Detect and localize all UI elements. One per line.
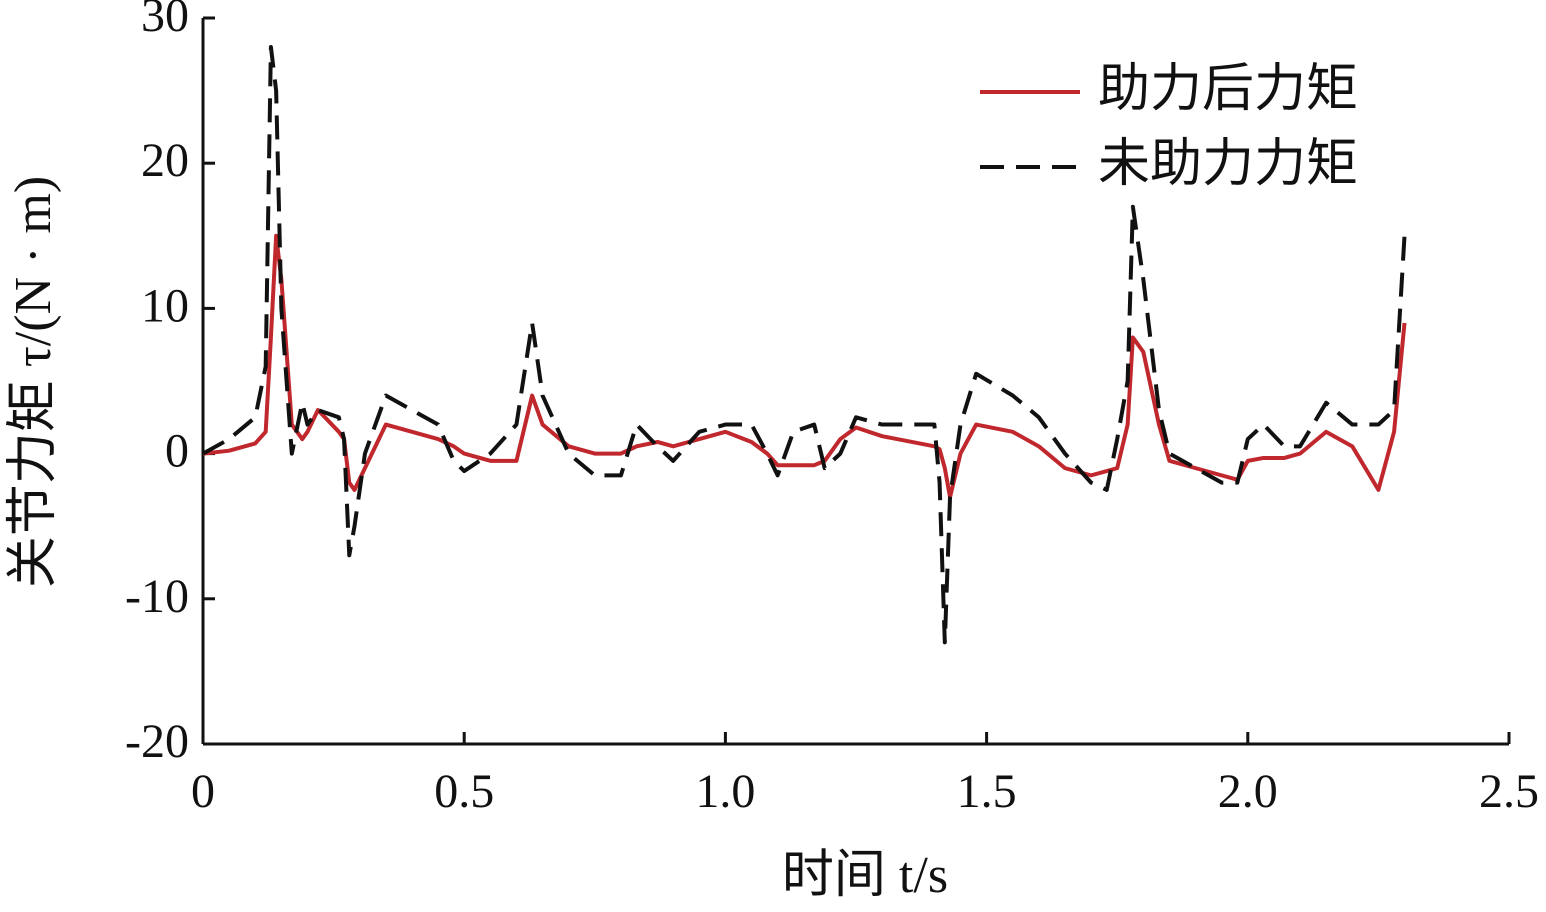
legend-label: 助力后力矩	[1098, 61, 1358, 118]
series-line	[202, 233, 1407, 500]
y-tick-label: -10	[125, 570, 189, 623]
x-tick-label: 1.5	[957, 765, 1017, 818]
x-tick-label: 0	[191, 765, 215, 818]
series-line	[202, 45, 1407, 645]
y-tick-label: -20	[125, 715, 189, 768]
x-tick-label: 1.0	[695, 765, 755, 818]
y-tick-label: 0	[165, 425, 189, 478]
x-axis-label: 时间 t/s	[782, 847, 948, 904]
x-tick-label: 0.5	[434, 765, 494, 818]
x-tick-label: 2.5	[1479, 765, 1539, 818]
y-axis-label: 关节力矩 τ/(N · m)	[5, 176, 62, 588]
legend-label: 未助力力矩	[1098, 136, 1358, 193]
y-tick-label: 30	[141, 0, 189, 42]
y-tick-label: 20	[141, 134, 189, 187]
y-tick-label: 10	[141, 279, 189, 332]
x-tick-label: 2.0	[1218, 765, 1278, 818]
